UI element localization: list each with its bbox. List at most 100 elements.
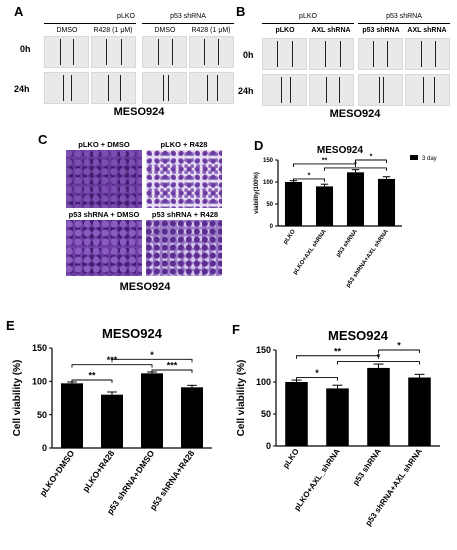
panel-c-label-4: p53 shRNA + R428	[151, 210, 219, 219]
bar	[367, 367, 390, 446]
significance-bracket	[355, 159, 387, 163]
y-tick-label: 150	[32, 343, 47, 353]
significance-label: ***	[167, 361, 178, 371]
panel-b-group-line-2	[358, 23, 450, 24]
panel-c-image-p53-dmso	[66, 220, 142, 276]
y-tick-label: 100	[263, 180, 274, 186]
panel-b-image-24h-1	[262, 74, 307, 106]
significance-bracket	[324, 167, 387, 171]
significance-bracket	[293, 178, 325, 182]
panel-a-col-label-1: DMSO	[56, 27, 78, 34]
panel-b-group-label-2: p53 shRNA	[386, 13, 422, 20]
bar	[181, 387, 203, 448]
panel-a-title: MESO924	[113, 106, 165, 118]
significance-bracket	[71, 364, 153, 368]
panel-b-letter: B	[236, 4, 246, 19]
bar	[408, 377, 431, 446]
significance-label: *	[397, 341, 401, 351]
panel-b-col-label-2: AXL shRNA	[311, 27, 351, 34]
significance-label: **	[334, 346, 342, 356]
panel-c-image-p53-r428	[146, 220, 222, 276]
panel-b-image-0h-4	[405, 38, 450, 70]
bar	[326, 388, 349, 446]
panel-b-group-label-1: pLKO	[299, 13, 317, 20]
chart-title: MESO924	[328, 328, 389, 343]
panel-b-title: MESO924	[329, 108, 381, 120]
x-category-label: p53 shRNA	[336, 228, 360, 258]
bar	[61, 383, 83, 448]
panel-a-group-label-2: p53 shRNA	[170, 13, 206, 20]
panel-a-letter: A	[14, 4, 24, 19]
significance-label: *	[377, 352, 381, 362]
significance-label: *	[150, 350, 154, 360]
panel-a-col-label-3: DMSO	[154, 27, 176, 34]
panel-b-image-24h-2	[309, 74, 354, 106]
panel-a-image-0h-1	[44, 36, 89, 68]
y-tick-label: 150	[256, 345, 271, 355]
significance-bracket	[71, 379, 113, 383]
panel-b-image-24h-3	[358, 74, 403, 106]
panel-b-image-24h-4	[405, 74, 450, 106]
significance-label: **	[88, 371, 96, 381]
panel-a-col-label-4: R428 (1 μM)	[191, 27, 231, 34]
panel-a-row-label-24h: 24h	[14, 84, 30, 94]
significance-bracket	[111, 358, 193, 363]
y-tick-label: 0	[270, 224, 274, 230]
significance-bracket	[378, 349, 420, 353]
significance-label: **	[322, 157, 328, 164]
panel-a-image-0h-4	[189, 36, 234, 68]
panel-a-image-24h-1	[44, 72, 89, 104]
panel-b-image-0h-1	[262, 38, 307, 70]
bar	[377, 178, 396, 226]
panel-a-group-line-1	[44, 23, 136, 24]
chart-title: MESO924	[102, 326, 163, 341]
y-tick-label: 50	[37, 410, 47, 420]
significance-label: *	[308, 172, 311, 179]
y-tick-label: 0	[266, 441, 271, 451]
panel-c-image-plko-dmso	[66, 150, 142, 208]
x-category-label: pLKO+AXL shRNA	[292, 228, 328, 276]
panel-d-letter: D	[254, 138, 264, 153]
x-category-label: pLKO	[283, 228, 297, 245]
panel-c-title: MESO924	[119, 281, 171, 293]
panel-e-chart-layer: MESO924 Cell viability (%) 0 50 100 150 pLKO+D…	[12, 326, 212, 516]
y-tick-label: 50	[266, 202, 273, 208]
legend-label: 3 day	[422, 156, 437, 162]
panel-b-col-label-3: p53 shRNA	[362, 27, 400, 34]
panel-e-letter: E	[6, 318, 15, 333]
panel-e-chart: MESO924 Cell viability (%) 0 50 100 150 pLKO+D…	[12, 326, 212, 516]
significance-bracket	[337, 361, 420, 365]
significance-bracket	[296, 377, 338, 381]
panel-f-chart-layer: MESO924 Cell viability (%) 0 50 100 150 pLKOpL…	[236, 328, 440, 528]
panel-c-letter: C	[38, 132, 48, 147]
panel-a-image-24h-2	[91, 72, 136, 104]
y-axis-label: Cell viability (%)	[236, 360, 247, 437]
bar	[315, 186, 334, 226]
panel-b-row-label-0h: 0h	[243, 50, 254, 60]
significance-bracket	[293, 163, 356, 167]
panel-b-col-label-4: AXL shRNA	[407, 27, 447, 34]
panel-b-image-0h-3	[358, 38, 403, 70]
bar	[141, 373, 163, 448]
panel-c-label-3: p53 shRNA + DMSO	[68, 210, 140, 219]
panel-a-image-24h-3	[142, 72, 187, 104]
x-category-label: pLKO+DMSO	[37, 448, 76, 498]
x-category-label: pLKO+R428	[80, 448, 116, 494]
panel-a-image-0h-2	[91, 36, 136, 68]
panel-b-image-0h-2	[309, 38, 354, 70]
panel-a-group-label-1: pLKO	[117, 13, 135, 20]
x-category-label: pLKO	[281, 447, 301, 470]
panel-d-chart-layer: MESO924 viability(100%) 0 50 100 150 pLKOpLKO+…	[254, 145, 437, 289]
y-tick-label: 100	[256, 377, 271, 387]
bar	[346, 172, 365, 226]
significance-bracket	[296, 355, 379, 359]
y-tick-label: 100	[32, 376, 47, 386]
significance-label: *	[354, 161, 357, 168]
panel-f-chart: MESO924 Cell viability (%) 0 50 100 150 pLKOpL…	[236, 328, 440, 528]
panel-a-col-label-2: R428 (1 μM)	[93, 27, 133, 34]
bar	[285, 382, 308, 446]
x-category-label: p53 shRNA+R428	[148, 448, 197, 512]
y-tick-label: 50	[261, 409, 271, 419]
bar	[284, 182, 303, 226]
panel-d-chart: MESO924 viability(100%) 0 50 100 150 pLKOpLKO+…	[254, 145, 437, 289]
